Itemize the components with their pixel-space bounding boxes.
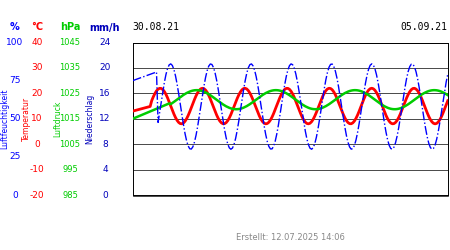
Text: hPa: hPa — [60, 22, 80, 32]
Text: Luftfeuchtigkeit: Luftfeuchtigkeit — [0, 88, 9, 149]
Text: %: % — [10, 22, 20, 32]
Text: 30.08.21: 30.08.21 — [133, 22, 180, 32]
Text: mm/h: mm/h — [90, 22, 120, 32]
Text: 40: 40 — [32, 38, 43, 47]
Text: Niederschlag: Niederschlag — [86, 94, 94, 144]
Text: 1015: 1015 — [59, 114, 81, 123]
Text: 985: 985 — [62, 190, 78, 200]
Text: -20: -20 — [30, 190, 44, 200]
Text: 995: 995 — [62, 165, 78, 174]
Text: 20: 20 — [99, 64, 111, 72]
Text: Temperatur: Temperatur — [22, 97, 31, 141]
Text: 100: 100 — [6, 38, 23, 47]
Text: 0: 0 — [12, 190, 18, 200]
Text: 0: 0 — [34, 140, 40, 149]
Text: Luftdruck: Luftdruck — [54, 100, 63, 137]
Text: 30: 30 — [31, 64, 43, 72]
Text: 50: 50 — [9, 114, 21, 123]
Text: 1045: 1045 — [59, 38, 81, 47]
Text: 1025: 1025 — [59, 89, 81, 98]
Text: -10: -10 — [30, 165, 45, 174]
Text: 24: 24 — [99, 38, 111, 47]
Text: 05.09.21: 05.09.21 — [401, 22, 448, 32]
Text: 1005: 1005 — [59, 140, 81, 149]
Text: 20: 20 — [32, 89, 43, 98]
Text: Erstellt: 12.07.2025 14:06: Erstellt: 12.07.2025 14:06 — [236, 234, 345, 242]
Text: 75: 75 — [9, 76, 21, 85]
Text: 16: 16 — [99, 89, 111, 98]
Text: 4: 4 — [102, 165, 108, 174]
Text: 10: 10 — [31, 114, 43, 123]
Text: 1035: 1035 — [59, 64, 81, 72]
Text: 25: 25 — [9, 152, 21, 162]
Text: 12: 12 — [99, 114, 111, 123]
Text: 8: 8 — [102, 140, 108, 149]
Text: 0: 0 — [102, 190, 108, 200]
Text: °C: °C — [31, 22, 43, 32]
